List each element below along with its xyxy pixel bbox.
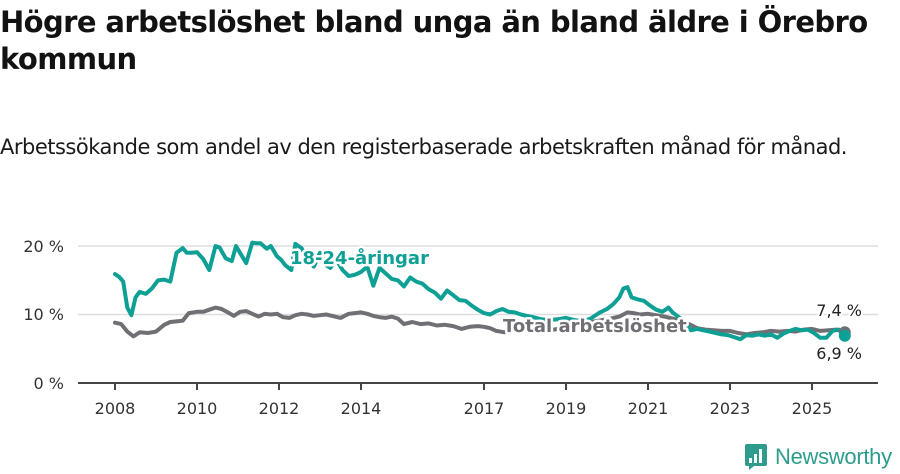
x-axis-ticks: 2008 2010 2012 2014 2017 2019 2021 2023 2025 (95, 383, 833, 418)
youth-series-label: 18-24-åringar (290, 247, 429, 269)
x-tick-label: 2010 (177, 399, 218, 418)
bar-chart-speech-bubble-icon (745, 444, 767, 470)
y-tick-label-10: 10 % (23, 305, 64, 324)
youth-end-value-label: 6,9 % (816, 344, 862, 363)
x-tick-label: 2021 (628, 399, 669, 418)
total-series-label: Total arbetslöshet (503, 316, 687, 337)
y-tick-label-0: 0 % (34, 374, 64, 393)
x-tick-label: 2017 (464, 399, 505, 418)
chart-title: Högre arbetslöshet bland unga än bland ä… (0, 5, 868, 76)
brand-name: Newsworthy (775, 444, 892, 469)
y-axis-labels: 20 % 10 % 0 % (23, 237, 64, 393)
total-end-value-label: 7,4 % (816, 301, 862, 320)
youth-unemployment-line (113, 240, 847, 342)
x-tick-label: 2019 (546, 399, 587, 418)
youth-end-dot (838, 329, 851, 342)
x-tick-label: 2023 (710, 399, 751, 418)
x-tick-label: 2025 (792, 399, 833, 418)
y-tick-label-20: 20 % (23, 237, 64, 256)
x-tick-label: 2014 (341, 399, 382, 418)
x-tick-label: 2008 (95, 399, 136, 418)
chart-subtitle: Arbetssökande som andel av den registerb… (0, 135, 847, 159)
newsworthy-logo: Newsworthy (744, 443, 892, 471)
x-tick-label: 2012 (259, 399, 300, 418)
gridlines (78, 245, 878, 316)
